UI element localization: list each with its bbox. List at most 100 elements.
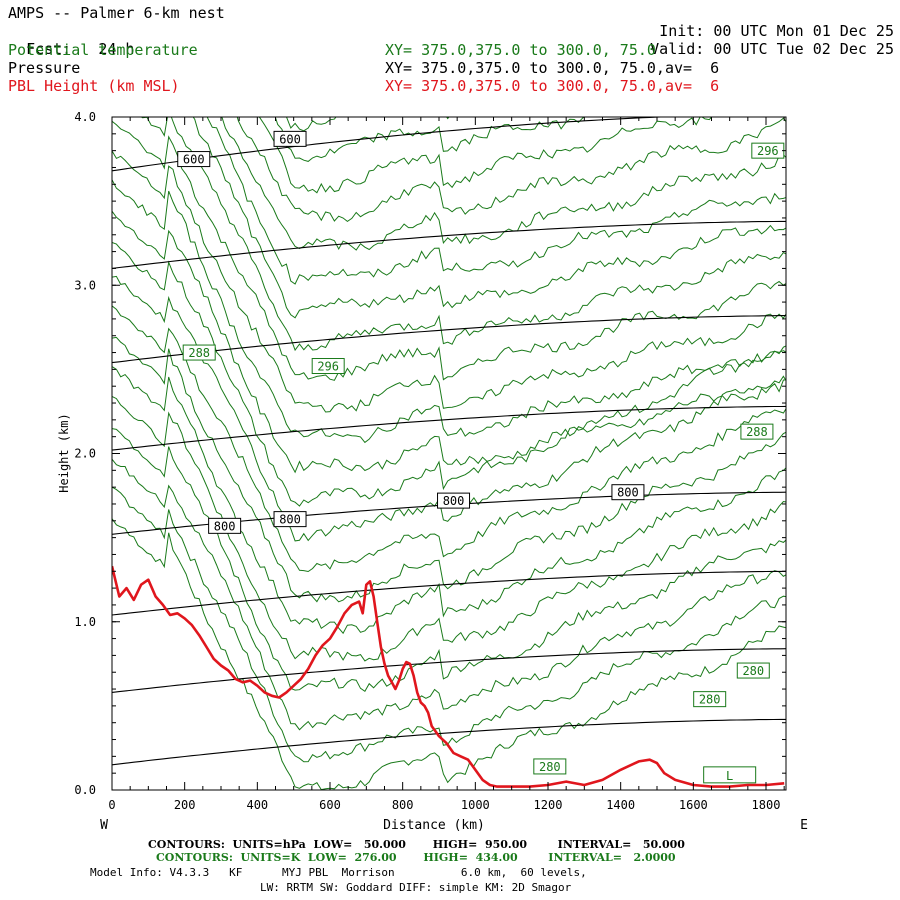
y-tick-label: 1.0 [74,615,96,629]
theta-label-296: 296 [751,142,785,159]
pressure-label-600: 600 [273,130,307,147]
footer-model-info: Model Info: V4.3.3 KF MYJ PBL Morrison 6… [90,866,587,879]
legend-pressure-xs: XY= 375.0,375.0 to 300.0, 75.0,av= 6 [385,59,720,77]
svg-text:280: 280 [742,664,764,678]
theta-contour-line [112,428,786,693]
svg-text:600: 600 [183,153,205,167]
theta-contour-line [112,458,786,731]
pressure-contour-650 [112,220,786,269]
east-label: E [800,818,808,833]
theta-label-288: 288 [182,344,216,361]
theta-contour-line [192,117,786,319]
theta-contour-line [112,210,786,474]
pressure-contour-950 [112,718,786,766]
contour-labels: 296 288 296 288 280 280 280 600 600 800 800 800 800 L [177,130,785,784]
init-label: Init: [659,22,705,40]
legend-pbl-xs: XY= 375.0,375.0 to 300.0, 75.0,av= 6 [385,77,720,95]
model-title: AMPS -- Palmer 6-km nest [8,4,225,22]
theta-label-280: 280 [736,662,770,679]
fcst-value: 24 h [98,40,135,58]
svg-text:600: 600 [279,132,301,146]
theta-label-296: 296 [311,358,345,375]
pressure-contour-850 [112,570,786,616]
forecast-hour: Fcst: 24 h [8,22,134,58]
valid-time: Valid: 00 UTC Tue 02 Dec 25 [632,22,894,58]
pressure-label-800: 800 [611,484,645,501]
theta-contour-line [112,305,786,573]
y-tick-label: 2.0 [74,447,96,461]
y-tick-label: 3.0 [74,278,96,292]
theta-contour-line [236,117,786,223]
svg-text:296: 296 [757,144,779,158]
x-tick-label: 1000 [461,798,490,812]
y-tick-label: 4.0 [74,110,96,124]
theta-contour-line [112,366,786,635]
pbl-height-series [112,565,785,788]
svg-text:800: 800 [617,486,639,500]
svg-text:800: 800 [214,519,236,533]
pressure-label-800: 800 [273,511,307,528]
legend-pbl-name: PBL Height (km MSL) [8,77,180,95]
svg-text:280: 280 [699,693,721,707]
x-tick-label: 1200 [534,798,563,812]
footer-physics-info: LW: RRTM SW: Goddard DIFF: simple KM: 2D… [260,881,572,894]
theta-contour-line [112,150,786,413]
theta-contour-line [112,275,786,542]
x-tick-label: 600 [319,798,341,812]
theta-contour-line [112,336,786,603]
theta-contour-line [206,117,786,285]
theta-label-288: 288 [740,423,774,440]
x-tick-label: 0 [108,798,115,812]
theta-label-280: 280 [533,758,567,775]
theta-contour-line [112,518,786,790]
x-tick-label: 1400 [606,798,635,812]
theta-label-280: 280 [693,691,727,708]
low-marker-label: L [703,766,757,784]
theta-contours [112,117,786,790]
svg-text:800: 800 [279,513,301,527]
y-axis-label: Height (km) [57,413,71,492]
pressure-contour-600 [112,117,673,172]
theta-contour-line [112,486,786,763]
legend-pressure-name: Pressure [8,59,81,77]
x-tick-label: 1800 [752,798,781,812]
legend-theta-xs: XY= 375.0,375.0 to 300.0, 75.0 [385,41,656,59]
pressure-contours [112,117,786,766]
footer-theta-contours: CONTOURS: UNITS=K LOW= 276.00 HIGH= 434.… [156,851,676,864]
svg-text:800: 800 [443,494,465,508]
valid-value: 00 UTC Tue 02 Dec 25 [713,40,894,58]
init-value: 00 UTC Mon 01 Dec 25 [713,22,894,40]
theta-contour-line [112,120,786,381]
theta-contour-line [112,179,786,444]
x-tick-label: 400 [246,798,268,812]
legend-theta-name: Potential temperature [8,41,198,59]
pressure-label-800: 800 [437,492,471,509]
theta-contour-line [140,117,786,352]
theta-contour-line [285,117,450,132]
x-axis-label: Distance (km) [383,818,485,833]
x-tick-label: 200 [174,798,196,812]
svg-text:280: 280 [539,760,561,774]
theta-contour-line [221,117,786,251]
x-tick-label: 1600 [679,798,708,812]
pbl-height-line [112,565,785,788]
axes: 0 200 400 600 800 1000 1200 1400 1600 1800 0.0 1.0 2… [74,110,786,812]
footer-pressure-contours: CONTOURS: UNITS=hPa LOW= 50.000 HIGH= 95… [148,838,685,851]
theta-contour-line [258,117,713,194]
fcst-label: Fcst: [26,40,72,58]
init-time: Init: 00 UTC Mon 01 Dec 25 [641,4,894,40]
theta-contour-line [274,117,586,162]
x-tick-label: 800 [392,798,414,812]
svg-text:288: 288 [188,346,210,360]
svg-text:L: L [726,769,733,783]
plot-frame [111,116,787,791]
west-label: W [100,818,108,833]
y-tick-label: 0.0 [74,783,96,797]
pressure-contour-900 [112,648,786,693]
svg-text:296: 296 [317,360,339,374]
svg-text:288: 288 [746,425,768,439]
theta-contour-line [112,242,786,507]
pressure-contour-700 [112,315,786,364]
pressure-label-600: 600 [177,151,211,168]
